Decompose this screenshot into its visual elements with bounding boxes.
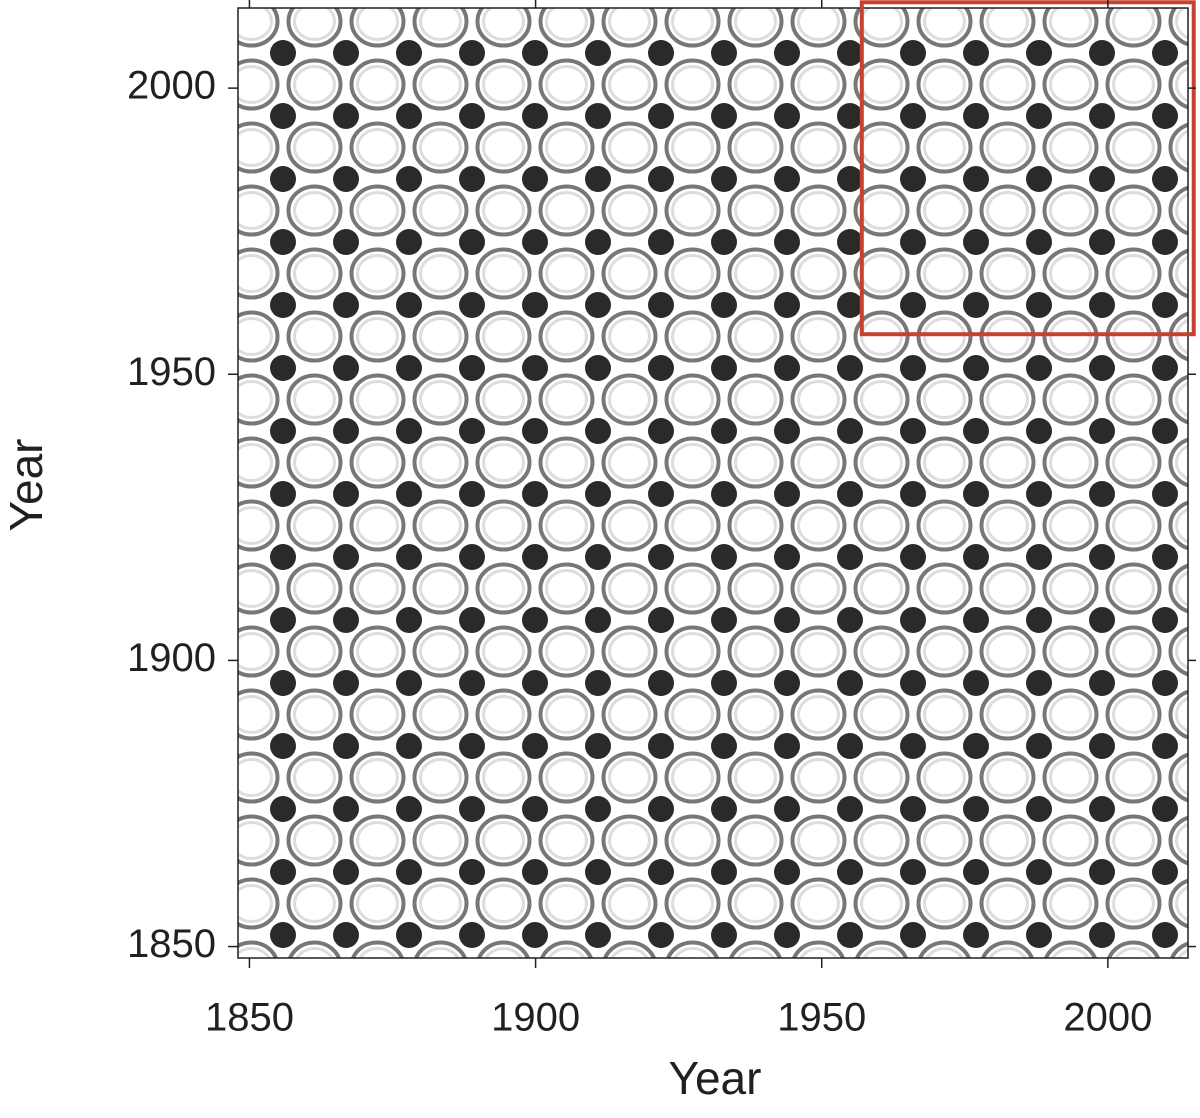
highlight-box: [859, 0, 1196, 337]
x-tick-label: 1850: [205, 996, 294, 1040]
y-tick-label: 2000: [127, 64, 216, 108]
x-tick-label: 2000: [1063, 996, 1152, 1040]
x-tick-label: 1950: [777, 996, 866, 1040]
y-tick-label: 1850: [127, 922, 216, 966]
x-tick-label: 1900: [491, 996, 580, 1040]
plot-frame: [237, 7, 1189, 959]
x-axis-title: Year: [669, 1052, 762, 1104]
recurrence-texture: [238, 8, 1188, 958]
y-tick-label: 1900: [127, 636, 216, 680]
y-tick-label: 1950: [127, 350, 216, 394]
y-axis-title: Year: [0, 439, 52, 532]
